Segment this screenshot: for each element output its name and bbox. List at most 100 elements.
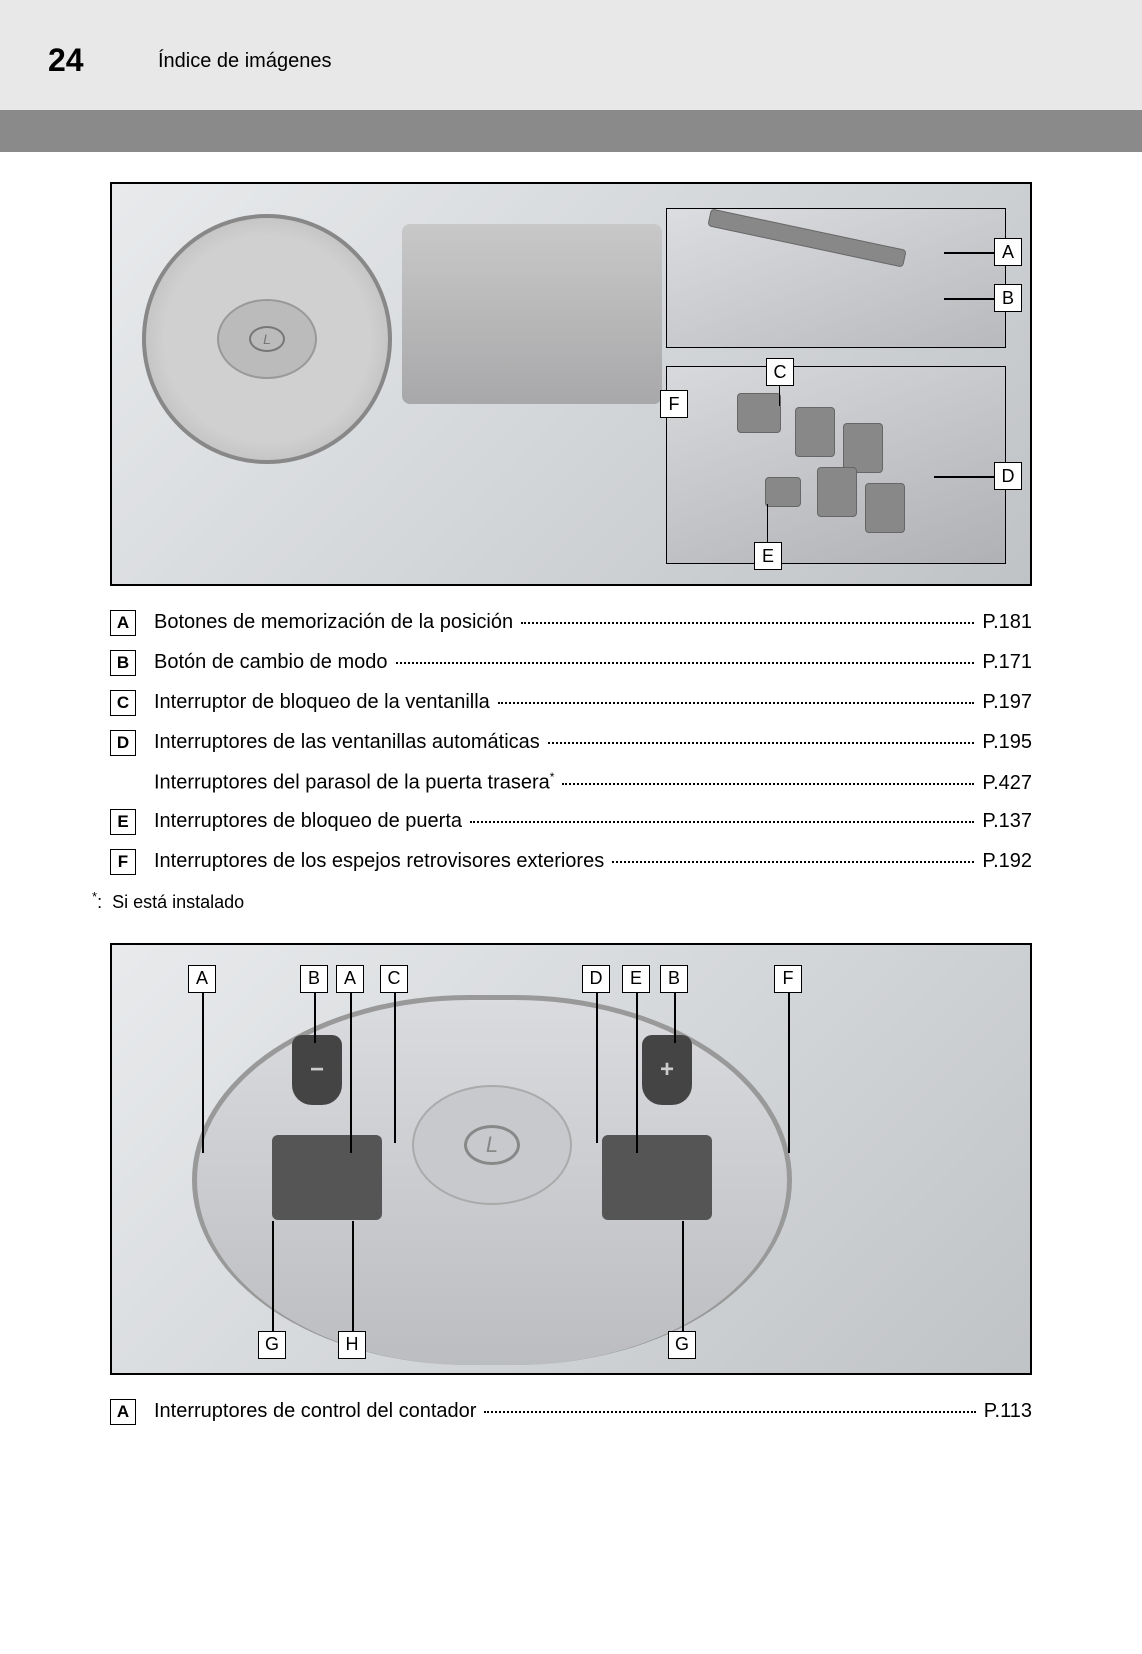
legend-dots <box>612 861 974 863</box>
legend-row: B Botón de cambio de modo P.171 <box>110 650 1032 676</box>
callout-line <box>779 386 781 406</box>
callout-line <box>352 1221 354 1331</box>
callout-line <box>767 504 769 542</box>
callout-line <box>636 993 638 1153</box>
legend-code: D <box>110 730 136 756</box>
callout-f: F <box>774 965 802 993</box>
legend-page: P.197 <box>982 691 1032 714</box>
legend-dots <box>498 702 975 704</box>
left-control-cluster <box>272 1135 382 1220</box>
legend-text: Interruptores de bloqueo de puerta <box>154 810 462 833</box>
legend-code: E <box>110 809 136 835</box>
legend-row: F Interruptores de los espejos retroviso… <box>110 849 1032 875</box>
callout-c: C <box>380 965 408 993</box>
callout-d: D <box>994 462 1022 490</box>
figure-dashboard-door: L A B C D E F <box>110 182 1032 586</box>
figure-steering-controls: L − + A B A C D E B F G H G <box>110 943 1032 1375</box>
window-switch-icon <box>795 407 835 457</box>
callout-b: B <box>300 965 328 993</box>
legend-text: Interruptores de control del contador <box>154 1400 476 1423</box>
callout-b2: B <box>660 965 688 993</box>
mirror-switch-icon <box>737 393 781 433</box>
footnote-text: Si está instalado <box>112 892 244 912</box>
legend-text: Interruptores de las ventanillas automát… <box>154 731 540 754</box>
section-title: Índice de imágenes <box>158 50 331 73</box>
callout-line <box>944 298 994 300</box>
callout-line <box>674 993 676 1043</box>
callout-line <box>394 993 396 1143</box>
legend-dots <box>562 783 974 785</box>
legend-code: B <box>110 650 136 676</box>
callout-h: H <box>338 1331 366 1359</box>
legend-row: E Interruptores de bloqueo de puerta P.1… <box>110 809 1032 835</box>
legend-row: A Interruptores de control del contador … <box>110 1399 1032 1425</box>
lexus-badge-icon: L <box>464 1125 520 1165</box>
callout-line <box>934 476 994 478</box>
legend-code: A <box>110 1399 136 1425</box>
steering-hub: L <box>412 1085 572 1205</box>
callout-d: D <box>582 965 610 993</box>
legend-row: A Botones de memorización de la posición… <box>110 610 1032 636</box>
legend-dots <box>396 662 975 664</box>
legend-dots <box>470 821 974 823</box>
legend-code: F <box>110 849 136 875</box>
legend-text: Botón de cambio de modo <box>154 651 388 674</box>
callout-line <box>944 252 994 254</box>
callout-c: C <box>766 358 794 386</box>
legend-row: C Interruptor de bloqueo de la ventanill… <box>110 690 1032 716</box>
memory-button-strip <box>707 208 906 267</box>
callout-line <box>682 1221 684 1331</box>
callout-a: A <box>188 965 216 993</box>
steering-hub: L <box>217 299 317 379</box>
door-inset-window-switches <box>666 366 1006 564</box>
legend-code: A <box>110 610 136 636</box>
legend-row: Interruptores del parasol de la puerta t… <box>154 770 1032 795</box>
callout-g: G <box>258 1331 286 1359</box>
callout-line <box>350 993 352 1153</box>
header-dark-band <box>0 110 1142 152</box>
legend-list-2: A Interruptores de control del contador … <box>110 1399 1032 1425</box>
legend-dots <box>521 622 974 624</box>
callout-g2: G <box>668 1331 696 1359</box>
legend-text: Botones de memorización de la posición <box>154 611 513 634</box>
lexus-badge-icon: L <box>249 326 285 352</box>
legend-page: P.195 <box>982 731 1032 754</box>
legend-page: P.171 <box>982 651 1032 674</box>
door-inset-memory-buttons <box>666 208 1006 348</box>
legend-text-inner: Interruptores del parasol de la puerta t… <box>154 772 550 794</box>
paddle-plus-icon: + <box>642 1035 692 1105</box>
legend-code: C <box>110 690 136 716</box>
callout-f: F <box>660 390 688 418</box>
footnote-star-icon: * <box>550 770 555 784</box>
legend-page: P.137 <box>982 810 1032 833</box>
paddle-minus-icon: − <box>292 1035 342 1105</box>
footnote: *: Si está instalado <box>92 889 1032 913</box>
callout-e: E <box>622 965 650 993</box>
page-header: 24 Índice de imágenes <box>0 0 1142 110</box>
callout-b: B <box>994 284 1022 312</box>
legend-page: P.192 <box>982 850 1032 873</box>
window-switch-icon <box>843 423 883 473</box>
legend-text: Interruptores del parasol de la puerta t… <box>154 770 554 795</box>
callout-line <box>596 993 598 1143</box>
legend-list-1: A Botones de memorización de la posición… <box>110 610 1032 875</box>
callout-a: A <box>994 238 1022 266</box>
page-content: L A B C D E F A Botones de memorizaci <box>0 152 1142 1425</box>
window-switch-icon <box>817 467 857 517</box>
legend-text: Interruptor de bloqueo de la ventanilla <box>154 691 490 714</box>
legend-row: D Interruptores de las ventanillas autom… <box>110 730 1032 756</box>
callout-line <box>314 993 316 1043</box>
callout-line <box>272 1221 274 1331</box>
legend-page: P.427 <box>982 772 1032 795</box>
legend-page: P.181 <box>982 611 1032 634</box>
dashboard-panel-illustration <box>402 224 662 404</box>
legend-text: Interruptores de los espejos retrovisore… <box>154 850 604 873</box>
page-number: 24 <box>48 42 84 79</box>
legend-dots <box>548 742 975 744</box>
callout-line <box>788 993 790 1153</box>
footnote-marker: * <box>92 889 97 904</box>
window-switch-icon <box>865 483 905 533</box>
legend-page: P.113 <box>984 1400 1032 1423</box>
callout-a2: A <box>336 965 364 993</box>
legend-dots <box>484 1411 975 1413</box>
